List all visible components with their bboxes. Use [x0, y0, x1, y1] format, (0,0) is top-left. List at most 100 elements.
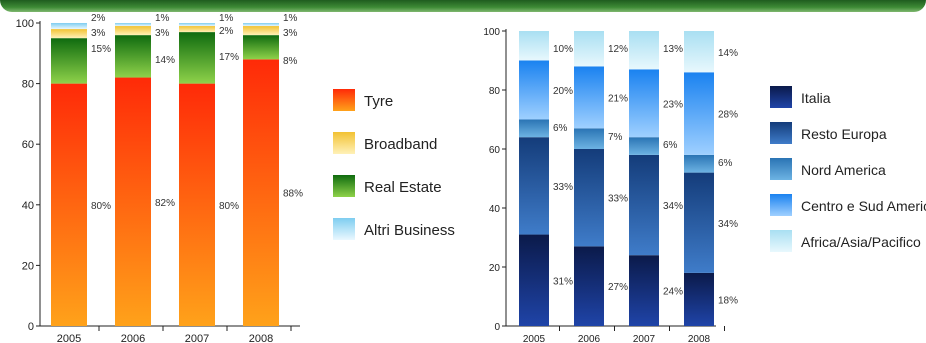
left-y-tick-label: 40 [22, 200, 34, 212]
right-bar-centro-e-sud-america-2007 [629, 69, 659, 138]
right-x-tick-label: 2007 [633, 334, 656, 343]
left-y-tick-label: 60 [22, 139, 34, 151]
left-y-tick-label: 20 [22, 260, 34, 272]
right-data-label: 12% [608, 44, 628, 55]
geographic-mix-chart: 0 20 40 60 80 100 31% 33% 6% 20% 10% 2005 27% 33% 7% 21… [483, 27, 926, 343]
left-y-tick-label: 100 [16, 18, 34, 30]
left-x-tick-label: 2006 [121, 333, 145, 343]
left-legend-swatch-real-estate [333, 175, 355, 197]
right-data-label: 7% [608, 132, 623, 143]
left-legend-swatch-altri-business [333, 218, 355, 240]
right-legend-label-africa-asia-pacifico: Africa/Asia/Pacifico [801, 234, 921, 250]
right-y-tick-label: 20 [489, 263, 501, 274]
left-data-label: 2% [91, 13, 106, 24]
right-data-label: 21% [608, 93, 628, 104]
right-data-label: 23% [663, 99, 683, 110]
right-data-label: 6% [718, 158, 733, 169]
left-data-label: 88% [283, 189, 303, 200]
left-bar-altri-business-2007 [179, 23, 215, 27]
left-bar-broadband-2006 [115, 26, 151, 36]
left-bar-altri-business-2005 [51, 23, 87, 30]
right-x-tick-label: 2005 [523, 334, 546, 343]
right-bar-africa-asia-pacifico-2005 [519, 31, 549, 61]
right-bar-nord-america-2007 [629, 137, 659, 155]
left-data-label: 8% [283, 56, 298, 67]
left-bar-broadband-2008 [243, 26, 279, 36]
right-data-label: 6% [663, 140, 678, 151]
right-x-tick-label: 2008 [688, 334, 711, 343]
left-data-label: 80% [219, 201, 239, 212]
right-bar-centro-e-sud-america-2006 [574, 66, 604, 129]
right-data-label: 6% [553, 123, 568, 134]
left-bar-altri-business-2006 [115, 23, 151, 27]
left-x-tick-label: 2007 [185, 333, 209, 343]
left-bar-tyre-2005 [51, 83, 87, 326]
right-bar-italia-2006 [574, 246, 604, 326]
right-legend-swatch-nord-america [770, 158, 792, 180]
right-data-label: 20% [553, 86, 573, 97]
right-data-label: 31% [553, 276, 573, 287]
left-data-label: 3% [155, 28, 170, 39]
left-bar-broadband-2007 [179, 26, 215, 33]
left-legend-swatch-tyre [333, 89, 355, 111]
left-x-tick-label: 2008 [249, 333, 273, 343]
right-y-tick-label: 40 [489, 204, 501, 215]
right-legend-label-centro-e-sud-america: Centro e Sud America [801, 198, 926, 214]
business-mix-chart: 0 20 40 60 80 100 80% 15% 3% 2% 2005 82% 14% 3% 1% 2006… [16, 13, 455, 343]
left-data-label: 80% [91, 201, 111, 212]
left-bar-tyre-2008 [243, 59, 279, 327]
right-bar-africa-asia-pacifico-2008 [684, 31, 714, 73]
left-bar-real-estate-2006 [115, 35, 151, 78]
right-bar-italia-2008 [684, 272, 714, 326]
right-y-tick-label: 0 [494, 322, 500, 333]
right-data-label: 14% [718, 48, 738, 59]
right-y-tick-label: 60 [489, 145, 501, 156]
right-bar-nord-america-2006 [574, 128, 604, 149]
right-legend-label-resto-europa: Resto Europa [801, 126, 887, 142]
left-bar-real-estate-2005 [51, 38, 87, 84]
left-y-tick-label: 80 [22, 79, 34, 91]
left-bar-broadband-2005 [51, 29, 87, 39]
left-x-tick-label: 2005 [57, 333, 81, 343]
left-data-label: 14% [155, 55, 175, 66]
right-data-label: 27% [608, 282, 628, 293]
right-bar-africa-asia-pacifico-2007 [629, 31, 659, 70]
right-data-label: 10% [553, 44, 573, 55]
right-data-label: 34% [718, 219, 738, 230]
right-data-label: 33% [608, 194, 628, 205]
left-data-label: 82% [155, 198, 175, 209]
left-y-tick-label: 0 [28, 321, 34, 333]
left-data-label: 1% [283, 13, 298, 24]
right-legend-swatch-centro-e-sud-america [770, 194, 792, 216]
right-bar-nord-america-2005 [519, 119, 549, 138]
right-legend-swatch-italia [770, 86, 792, 108]
right-data-label: 18% [718, 295, 738, 306]
right-data-label: 34% [663, 201, 683, 212]
right-data-label: 24% [663, 287, 683, 298]
left-legend-label-broadband: Broadband [364, 136, 437, 153]
left-bar-altri-business-2008 [243, 23, 279, 27]
right-bar-resto-europa-2007 [629, 154, 659, 256]
right-data-label: 33% [553, 182, 573, 193]
left-data-label: 15% [91, 44, 111, 55]
right-y-tick-label: 80 [489, 86, 501, 97]
right-legend-swatch-resto-europa [770, 122, 792, 144]
left-bar-tyre-2007 [179, 83, 215, 326]
left-data-label: 2% [219, 26, 234, 37]
left-legend-label-altri-business: Altri Business [364, 222, 455, 239]
left-data-label: 1% [155, 13, 170, 24]
right-data-label: 28% [718, 110, 738, 121]
left-bar-real-estate-2007 [179, 32, 215, 84]
left-legend-label-real-estate: Real Estate [364, 179, 442, 196]
right-bar-italia-2005 [519, 234, 549, 326]
left-data-label: 3% [91, 28, 106, 39]
left-data-label: 1% [219, 13, 234, 24]
left-legend-swatch-broadband [333, 132, 355, 154]
right-y-tick-label: 100 [483, 27, 500, 38]
right-bar-italia-2007 [629, 255, 659, 326]
right-legend-label-nord-america: Nord America [801, 162, 886, 178]
right-x-tick-label: 2006 [578, 334, 601, 343]
left-data-label: 17% [219, 52, 239, 63]
right-legend-swatch-africa-asia-pacifico [770, 230, 792, 252]
right-bar-resto-europa-2006 [574, 149, 604, 247]
